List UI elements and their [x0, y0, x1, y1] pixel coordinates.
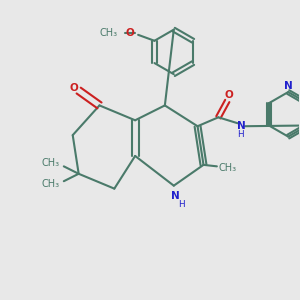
Text: O: O [126, 28, 135, 38]
Text: CH₃: CH₃ [99, 28, 117, 38]
Text: CH₃: CH₃ [218, 163, 236, 173]
Text: CH₃: CH₃ [41, 179, 59, 189]
Text: CH₃: CH₃ [41, 158, 59, 168]
Text: N: N [237, 121, 246, 131]
Text: O: O [224, 90, 233, 100]
Text: H: H [237, 130, 243, 139]
Text: O: O [70, 82, 79, 93]
Text: H: H [178, 200, 184, 208]
Text: N: N [171, 191, 180, 201]
Text: N: N [284, 81, 292, 91]
